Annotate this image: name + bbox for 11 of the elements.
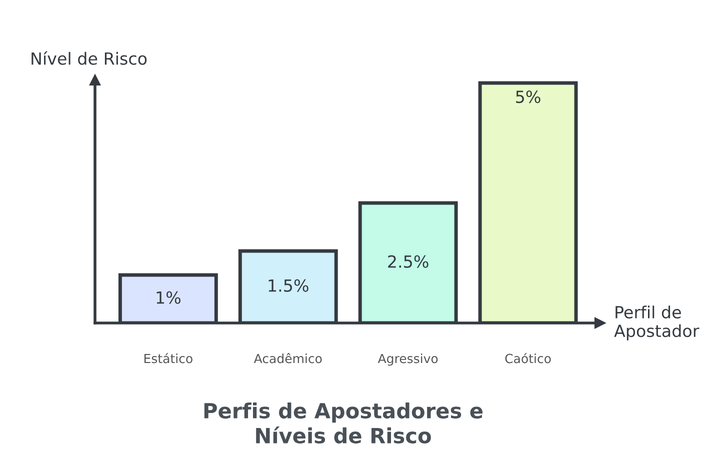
- data-label: 5%: [516, 90, 540, 104]
- data-label: 2.5%: [388, 255, 428, 268]
- y-axis-title: Nível de Risco: [32, 51, 147, 65]
- x-tick-label: Acadêmico: [254, 353, 322, 364]
- x-tick-label: Agressivo: [378, 354, 438, 366]
- x-axis-title: Perfil de Apostador: [614, 306, 700, 340]
- data-label: 1%: [156, 291, 180, 304]
- x-tick-label: Caótico: [505, 353, 551, 364]
- x-tick-label: Estático: [144, 353, 192, 364]
- data-label: 1.5%: [268, 279, 308, 292]
- text: Perfis de Apostadores e Níveis de Risco: [204, 402, 482, 444]
